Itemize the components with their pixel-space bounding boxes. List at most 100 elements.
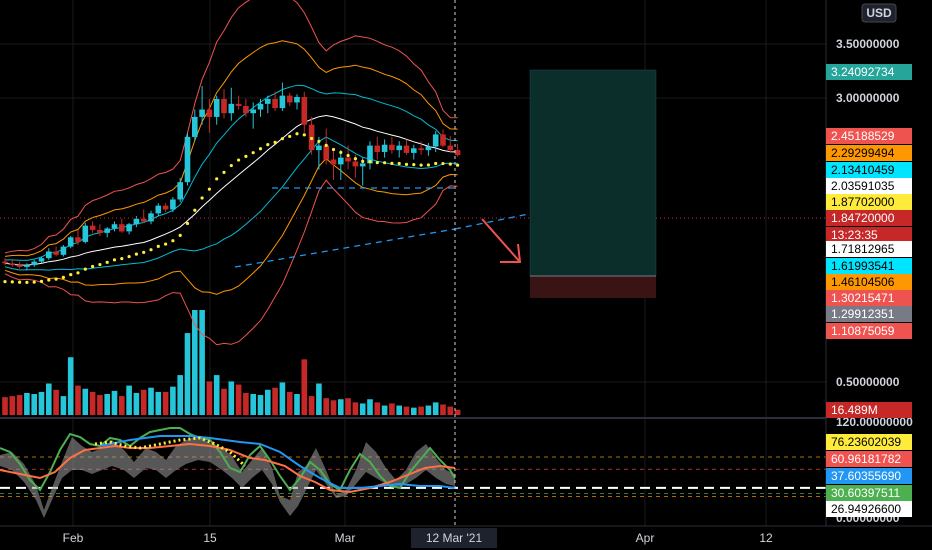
volume-bar — [38, 391, 45, 415]
sar-dot — [251, 151, 255, 155]
sar-dot — [83, 267, 87, 271]
sar-dot — [280, 137, 284, 141]
sar-dot — [120, 256, 124, 261]
candlestick — [440, 129, 446, 148]
price-pane[interactable] — [0, 0, 826, 415]
volume-bar — [330, 400, 337, 415]
volume-bar — [155, 391, 162, 415]
price-badge: 2.29299494 — [826, 145, 912, 161]
sar-dot — [215, 177, 219, 181]
candlestick — [16, 261, 23, 269]
candlestick — [155, 203, 162, 217]
sar-dot — [353, 157, 357, 161]
oscillator-cloud — [0, 436, 455, 518]
sar-dot — [222, 170, 226, 175]
volume-bar — [403, 406, 410, 415]
oscillator-line-orange — [0, 442, 456, 494]
volume-bar — [425, 405, 432, 415]
price-badge: 1.87702000 — [826, 194, 912, 210]
price-tick-label: 3.00000000 — [836, 91, 900, 105]
volume-bar — [381, 405, 388, 415]
sar-dot — [346, 153, 350, 158]
candlestick — [447, 136, 454, 152]
candlestick — [53, 246, 59, 257]
price-badge-label: 1.46104506 — [831, 275, 895, 289]
sar-dot — [61, 275, 65, 279]
candlestick — [148, 210, 154, 225]
price-badge-label: 2.03591035 — [831, 179, 895, 193]
volume-bar — [447, 406, 454, 415]
price-badge-label: 2.45188529 — [831, 129, 895, 143]
volume-bar — [24, 392, 30, 415]
oscillator-line-blue — [99, 435, 456, 489]
price-badge-label: 3.24092734 — [831, 65, 895, 79]
volume-bar — [323, 398, 329, 415]
volume-bar — [199, 310, 205, 415]
sar-dot — [448, 162, 452, 166]
price-badge-label: 1.29912351 — [831, 307, 895, 321]
volume-bar — [126, 385, 132, 415]
price-badge: 37.60355690 — [826, 468, 912, 484]
volume-bar — [184, 333, 191, 415]
price-badge: 3.24092734 — [826, 64, 912, 80]
candlestick — [111, 221, 118, 232]
price-badge: 1.30215471 — [826, 290, 912, 306]
candlestick — [381, 139, 388, 158]
sar-dot — [39, 279, 44, 284]
price-badge: 76.23602039 — [826, 434, 912, 450]
sar-dot — [266, 143, 270, 147]
price-badge-label: 2.13410459 — [831, 163, 895, 177]
price-badge-label: 1.10875059 — [831, 324, 895, 338]
oscillator-pane[interactable] — [0, 427, 826, 518]
volume-bar — [192, 310, 198, 415]
candlestick — [396, 141, 402, 158]
price-axis[interactable]: USD 3.50000000 3.00000000 0.50000000 120… — [825, 0, 932, 526]
price-badge: 1.46104506 — [826, 274, 912, 290]
target-zone[interactable] — [529, 69, 657, 277]
volume-bar — [67, 357, 74, 415]
volume-bar — [221, 388, 227, 415]
candlestick — [24, 263, 30, 271]
candlestick — [192, 109, 198, 142]
price-badge: 1.10875059 — [826, 323, 912, 339]
candlestick — [162, 203, 169, 213]
price-badge-label: 13:23:35 — [831, 228, 878, 242]
price-badge: 16.489M — [826, 402, 912, 418]
volume-bar — [9, 396, 16, 415]
time-tick-label: 12 — [759, 531, 773, 545]
candlestick — [403, 139, 410, 155]
currency-badge[interactable] — [861, 3, 897, 23]
volume-bar — [418, 406, 424, 415]
candlestick — [286, 92, 293, 106]
candlestick — [9, 259, 16, 267]
sar-dot — [426, 163, 430, 167]
candlestick — [272, 91, 278, 111]
price-badge-label: 16.489M — [831, 403, 878, 417]
band-line — [4, 114, 458, 266]
currency-label: USD — [866, 6, 892, 20]
price-badge-label: 1.87702000 — [831, 195, 895, 209]
band-line — [4, 40, 458, 257]
price-badge-label: 37.60355690 — [831, 469, 901, 483]
time-axis[interactable]: Feb 15 Mar Apr 12 12 Mar '21 — [0, 525, 932, 550]
candlestick — [177, 177, 183, 202]
volume-bar — [294, 394, 300, 415]
volume-bar — [235, 384, 242, 415]
sar-dot — [375, 161, 379, 165]
volume-bar — [75, 385, 81, 415]
sar-dot — [302, 133, 306, 137]
candlestick — [265, 95, 271, 114]
candlestick — [82, 222, 89, 244]
candlestick — [425, 142, 432, 156]
trend-line-lower[interactable] — [234, 228, 456, 268]
sar-dot — [273, 140, 277, 144]
sar-dot — [32, 280, 36, 284]
sar-dot — [361, 159, 365, 163]
down-arrow-icon[interactable] — [481, 218, 522, 263]
price-badge-label: 1.84720000 — [831, 211, 895, 225]
candlestick — [184, 132, 191, 186]
stop-zone[interactable] — [530, 276, 656, 298]
sar-dot — [112, 258, 117, 262]
crosshair-time-label: 12 Mar '21 — [426, 531, 483, 545]
